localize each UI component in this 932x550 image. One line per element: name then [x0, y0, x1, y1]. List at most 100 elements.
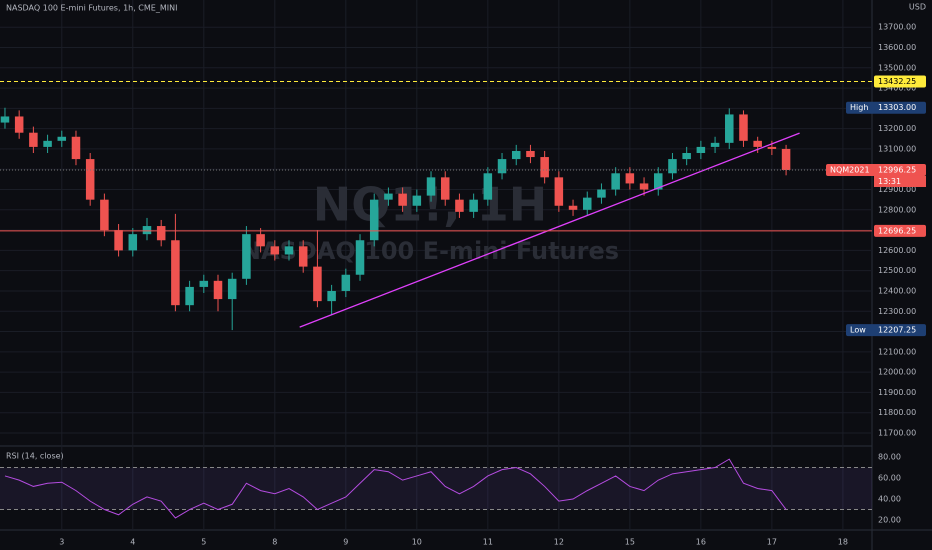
y-tick-label: 13500.00 [878, 63, 916, 72]
candle-body [725, 114, 734, 143]
candle-body [100, 199, 109, 231]
candle-body [114, 230, 123, 251]
y-tick-label: 11800.00 [878, 408, 916, 417]
candle-body [256, 234, 265, 247]
candle-body [213, 280, 223, 300]
candle-body [369, 199, 379, 241]
candle-body [43, 140, 52, 147]
candle-body [199, 280, 209, 287]
x-tick-label: 3 [59, 538, 64, 547]
candle-body [270, 246, 280, 255]
x-tick-label: 18 [838, 538, 848, 547]
candle-body [639, 183, 649, 190]
candle-body [554, 177, 564, 206]
price-level-label: 12696.25 [878, 226, 916, 235]
candle-body [171, 240, 180, 306]
price-level-name: High [850, 103, 868, 112]
y-tick-label: 13100.00 [878, 144, 916, 153]
price-level-label: 13432.25 [878, 77, 916, 86]
chart-title: NASDAQ 100 E-mini Futures, 1h, CME_MINI [6, 4, 177, 13]
rsi-tick-label: 80.00 [878, 453, 901, 462]
y-tick-label: 13600.00 [878, 43, 916, 52]
y-tick-label: 13400.00 [878, 84, 916, 93]
candle-body [227, 278, 237, 300]
y-tick-label: 13700.00 [878, 23, 916, 32]
price-level-box [846, 324, 926, 337]
price-level-box [826, 163, 926, 176]
x-tick-label: 8 [272, 538, 277, 547]
x-tick-label: 15 [625, 538, 635, 547]
candle-body [398, 193, 407, 206]
price-level-box [874, 75, 926, 88]
candle-body [710, 142, 720, 147]
candle-body [412, 195, 422, 206]
candle-body [597, 189, 606, 198]
price-level-name: Low [850, 326, 866, 335]
y-tick-label: 12800.00 [878, 205, 916, 214]
rsi-tick-label: 40.00 [878, 495, 901, 504]
candle-body [142, 226, 152, 235]
x-tick-label: 10 [412, 538, 422, 547]
candle-body [185, 286, 194, 306]
x-tick-label: 5 [201, 538, 206, 547]
candle-body [384, 193, 393, 200]
x-tick-label: 17 [767, 538, 777, 547]
countdown: 13:31 [878, 177, 901, 186]
candle-body [284, 246, 294, 255]
trend-line [299, 132, 800, 328]
price-level-name: NQM2021 [830, 165, 870, 174]
candle-body [682, 152, 691, 160]
watermark: NASDAQ 100 E-mini Futures [241, 237, 619, 265]
candle-body [341, 274, 351, 291]
candle-body [654, 173, 663, 190]
candle-body [611, 173, 620, 190]
rsi-band [0, 467, 872, 510]
candle-body [497, 159, 507, 174]
candle-body [767, 146, 777, 149]
x-tick-label: 9 [343, 538, 348, 547]
y-tick-label: 12600.00 [878, 246, 916, 255]
candle-body [739, 114, 748, 141]
candle-body [511, 150, 521, 160]
candle-body [156, 226, 166, 241]
rsi-tick-label: 60.00 [878, 474, 901, 483]
candle-body [71, 136, 81, 160]
countdown-box [874, 175, 926, 187]
price-level-box [846, 101, 926, 114]
candle-body [85, 159, 95, 200]
candle-body [57, 136, 67, 141]
candle-body [327, 290, 336, 302]
x-tick-label: 12 [554, 538, 564, 547]
candle-body [540, 157, 549, 178]
price-level-label: 12996.25 [878, 165, 916, 174]
rsi-tick-label: 20.00 [878, 516, 901, 525]
y-tick-label: 11700.00 [878, 429, 916, 438]
y-tick-label: 11900.00 [878, 388, 916, 397]
y-tick-label: 12100.00 [878, 347, 916, 356]
y-tick-label: 12900.00 [878, 185, 916, 194]
candle-body [426, 177, 436, 196]
candle-body [455, 199, 464, 212]
candle-body [128, 234, 138, 251]
currency: USD [909, 3, 926, 12]
candle-body [440, 177, 450, 200]
candle-body [298, 246, 308, 267]
candle-body [355, 240, 365, 275]
candle-body [753, 140, 762, 147]
candle-body [568, 205, 578, 210]
candle-body [29, 132, 38, 147]
candle-body [582, 197, 592, 210]
candle-body [625, 173, 635, 184]
candle-body [526, 150, 535, 158]
rsi-title: RSI (14, close) [6, 452, 64, 461]
candle-body [0, 116, 10, 123]
x-tick-label: 16 [696, 538, 706, 547]
candle-body [668, 159, 677, 174]
price-level-box [874, 224, 926, 237]
y-tick-label: 12300.00 [878, 307, 916, 316]
y-tick-label: 12000.00 [878, 368, 916, 377]
y-tick-label: 12400.00 [878, 286, 916, 295]
candle-body [242, 234, 251, 279]
